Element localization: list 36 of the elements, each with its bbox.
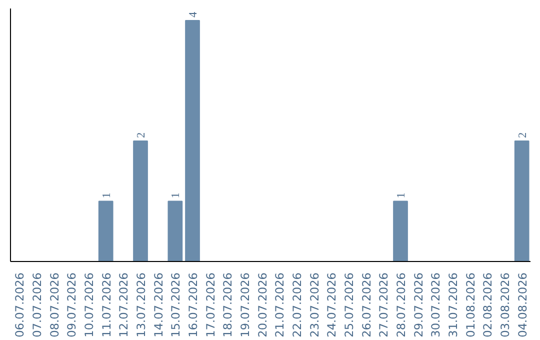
data-label: 2 <box>516 132 529 138</box>
x-tick-label: 24.07.2026 <box>324 272 339 338</box>
data-label: 1 <box>100 192 113 198</box>
x-tick-label: 14.07.2026 <box>151 272 166 338</box>
x-tick-label: 02.08.2026 <box>480 272 495 338</box>
x-tick-label: 19.07.2026 <box>238 272 252 338</box>
x-tick-label: 22.07.2026 <box>290 272 304 338</box>
x-tick-label: 06.07.2026 <box>12 272 27 338</box>
x-tick-label: 12.07.2026 <box>116 272 131 338</box>
x-tick-label: 30.07.2026 <box>428 272 443 338</box>
x-tick-label: 13.07.2026 <box>134 272 148 338</box>
x-tick-label: 08.07.2026 <box>47 272 62 338</box>
x-tick-label: 09.07.2026 <box>64 272 79 338</box>
x-tick-label: 07.07.2026 <box>30 272 44 338</box>
data-label: 2 <box>136 132 148 138</box>
x-tick-label: 31.07.2026 <box>446 272 460 338</box>
x-tick-label: 27.07.2026 <box>376 272 391 338</box>
data-label: 4 <box>188 12 200 18</box>
x-tick-label: 11.07.2026 <box>99 272 114 338</box>
x-tick-label: 29.07.2026 <box>411 272 426 338</box>
x-tick-label: 20.07.2026 <box>255 272 270 338</box>
x-tick-label: 17.07.2026 <box>203 272 218 338</box>
x-tick-label: 25.07.2026 <box>342 272 356 338</box>
x-tick-label: 10.07.2026 <box>82 272 96 338</box>
x-tick-label: 18.07.2026 <box>220 272 235 338</box>
x-tick-label: 15.07.2026 <box>168 272 183 338</box>
x-tick-label: 04.08.2026 <box>515 272 530 338</box>
x-tick-label: 23.07.2026 <box>307 272 322 338</box>
x-tick-label: 21.07.2026 <box>272 272 287 338</box>
data-label: 1 <box>170 192 182 198</box>
x-tick-label: 28.07.2026 <box>394 272 408 338</box>
x-tick-label: 16.07.2026 <box>186 272 200 338</box>
x-tick-label: 03.08.2026 <box>498 272 512 338</box>
x-tick-label: 26.07.2026 <box>359 272 374 338</box>
x-tick-label: 01.08.2026 <box>463 272 478 338</box>
data-label: 1 <box>396 192 408 198</box>
